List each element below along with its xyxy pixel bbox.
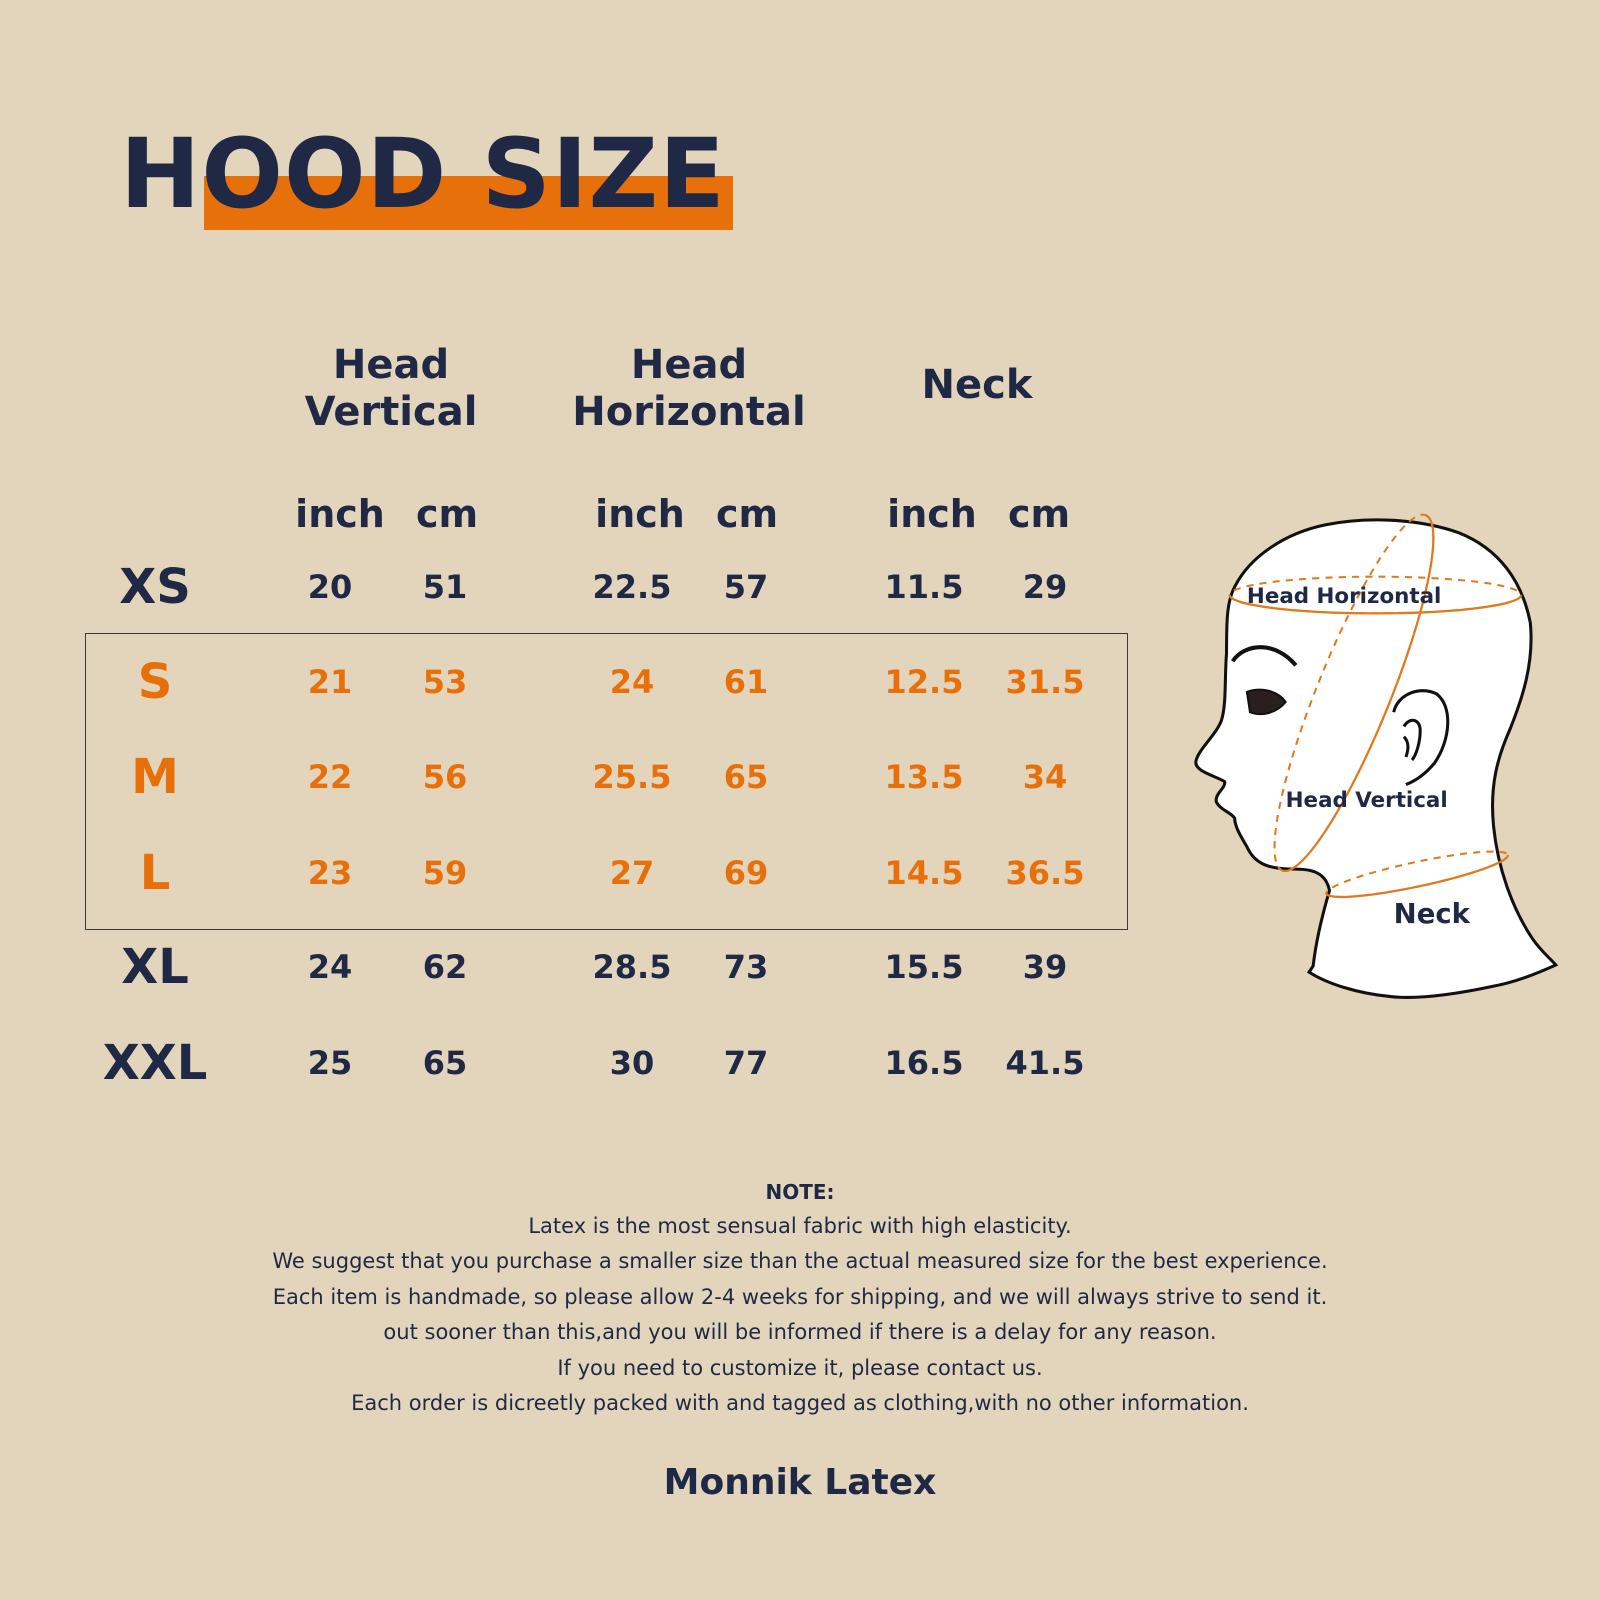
- table-cell: 65: [723, 758, 769, 796]
- table-cell: 22.5: [592, 568, 672, 606]
- header-line: Vertical: [304, 389, 478, 435]
- table-cell: 34: [1022, 758, 1068, 796]
- note-line: Each item is handmade, so please allow 2…: [272, 1285, 1328, 1309]
- ear: [1392, 689, 1450, 786]
- unit-label: inch: [887, 492, 977, 536]
- table-row: M 22 56 25.5 65 13.5 34: [0, 747, 1130, 807]
- recommended-sizes-box: [85, 633, 1128, 930]
- table-row: XS 20 51 22.5 57 11.5 29: [0, 557, 1130, 617]
- table-cell: 39: [1022, 948, 1068, 986]
- title-underline-bar: [204, 176, 733, 230]
- table-cell: 22: [307, 758, 353, 796]
- column-header-neck: Neck: [922, 362, 1033, 409]
- unit-label: inch: [295, 492, 385, 536]
- table-cell: 73: [723, 948, 769, 986]
- table-row: XL 24 62 28.5 73 15.5 39: [0, 937, 1130, 997]
- table-cell: 28.5: [592, 948, 672, 986]
- table-cell: 24: [609, 663, 655, 701]
- note-line: If you need to customize it, please cont…: [557, 1356, 1043, 1380]
- table-cell: 69: [723, 854, 769, 892]
- table-cell: 27: [609, 854, 655, 892]
- table-cell: 56: [422, 758, 468, 796]
- eye: [1245, 688, 1287, 716]
- unit-label: cm: [1007, 492, 1071, 536]
- column-header-head-horizontal: Head Horizontal: [572, 342, 805, 436]
- table-cell: 31.5: [1005, 663, 1085, 701]
- label-neck: Neck: [1394, 898, 1471, 930]
- unit-label: cm: [415, 492, 479, 536]
- header-line: Head: [332, 342, 450, 388]
- note-line: Each order is dicreetly packed with and …: [351, 1391, 1249, 1415]
- size-label: L: [139, 845, 171, 901]
- table-cell: 24: [307, 948, 353, 986]
- brand-name: Monnik Latex: [663, 1462, 937, 1503]
- table-cell: 61: [723, 663, 769, 701]
- head-horizontal-line: [1228, 575, 1523, 615]
- size-label: M: [131, 749, 179, 805]
- header-line: Head: [630, 342, 748, 388]
- eyebrow: [1230, 645, 1298, 667]
- table-row: L 23 59 27 69 14.5 36.5: [0, 843, 1130, 903]
- unit-label: inch: [595, 492, 685, 536]
- table-cell: 14.5: [884, 854, 964, 892]
- note-line: Latex is the most sensual fabric with hi…: [528, 1214, 1072, 1238]
- unit-label: cm: [715, 492, 779, 536]
- table-cell: 36.5: [1005, 854, 1085, 892]
- table-cell: 51: [422, 568, 468, 606]
- label-head-horizontal: Head Horizontal: [1247, 584, 1441, 609]
- head-outline: [1194, 518, 1559, 999]
- table-cell: 16.5: [884, 1044, 964, 1082]
- table-cell: 20: [307, 568, 353, 606]
- table-cell: 23: [307, 854, 353, 892]
- table-cell: 41.5: [1005, 1044, 1085, 1082]
- table-cell: 59: [422, 854, 468, 892]
- header-line: Horizontal: [572, 389, 806, 435]
- page-title: HOOD SIZE: [120, 118, 726, 230]
- size-label: XS: [119, 559, 191, 615]
- size-label: XXL: [102, 1035, 208, 1091]
- table-cell: 25: [307, 1044, 353, 1082]
- table-cell: 29: [1022, 568, 1068, 606]
- table-cell: 62: [422, 948, 468, 986]
- table-cell: 15.5: [884, 948, 964, 986]
- column-header-head-vertical: Head Vertical: [305, 342, 478, 436]
- table-cell: 11.5: [884, 568, 964, 606]
- table-cell: 65: [422, 1044, 468, 1082]
- table-cell: 13.5: [884, 758, 964, 796]
- table-row: XXL 25 65 30 77 16.5 41.5: [0, 1033, 1130, 1093]
- size-label: XL: [121, 939, 189, 995]
- table-cell: 77: [723, 1044, 769, 1082]
- note-heading: NOTE:: [765, 1180, 835, 1204]
- head-measurement-diagram: Head Horizontal Head Vertical Neck: [1194, 513, 1559, 999]
- note-line: out sooner than this,and you will be inf…: [383, 1320, 1217, 1344]
- size-label: S: [137, 654, 173, 710]
- table-cell: 57: [723, 568, 769, 606]
- table-cell: 30: [609, 1044, 655, 1082]
- table-cell: 21: [307, 663, 353, 701]
- label-head-vertical: Head Vertical: [1286, 788, 1448, 813]
- table-cell: 53: [422, 663, 468, 701]
- table-cell: 12.5: [884, 663, 964, 701]
- note-line: We suggest that you purchase a smaller s…: [272, 1249, 1328, 1273]
- header-line: Neck: [921, 362, 1033, 408]
- head-vertical-line: [1273, 513, 1435, 873]
- table-row: S 21 53 24 61 12.5 31.5: [0, 652, 1130, 712]
- table-cell: 25.5: [592, 758, 672, 796]
